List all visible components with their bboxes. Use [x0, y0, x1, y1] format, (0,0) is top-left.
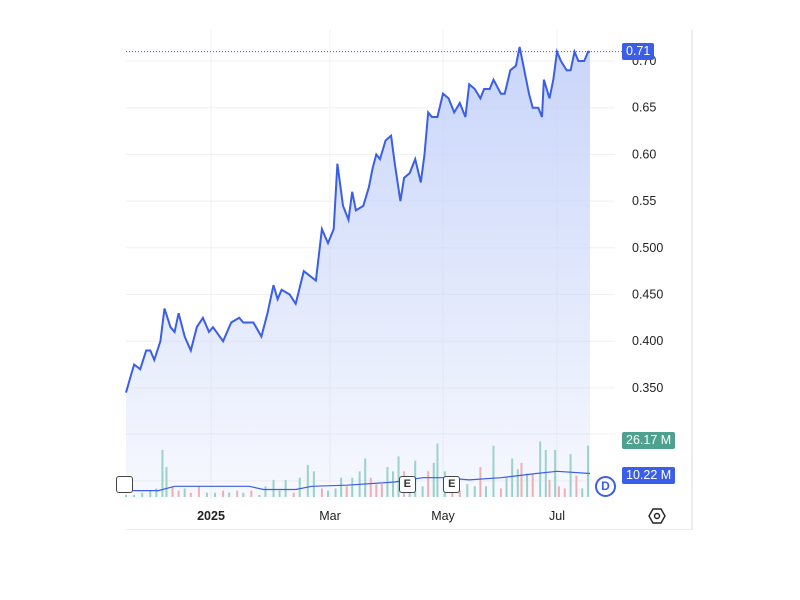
- y-tick-label: 0.60: [632, 147, 656, 161]
- x-tick-label: Mar: [319, 509, 341, 523]
- chart-border-bottom: [126, 529, 692, 530]
- x-tick-label: Jul: [549, 509, 565, 523]
- chart-border-right: [691, 30, 693, 530]
- x-tick-label: 2025: [197, 509, 225, 523]
- y-tick-label: 0.500: [632, 241, 663, 255]
- y-tick-label: 0.450: [632, 288, 663, 302]
- y-tick-label: 0.400: [632, 334, 663, 348]
- event-marker-partial[interactable]: [116, 476, 133, 493]
- settings-icon[interactable]: [648, 507, 666, 525]
- earnings-event-marker[interactable]: E: [443, 476, 461, 493]
- earnings-event-marker[interactable]: E: [398, 476, 416, 493]
- volume-badge: 26.17 M: [622, 432, 676, 449]
- volume-ma-badge: 10.22 M: [622, 467, 676, 484]
- price-line: [125, 46, 590, 393]
- interval-badge[interactable]: D: [595, 476, 616, 497]
- x-axis: 2025 Mar May Jul: [197, 509, 565, 523]
- last-price-badge: 0.71: [622, 43, 655, 60]
- volume-ma-line: [126, 470, 591, 492]
- x-tick-label: May: [431, 509, 455, 523]
- y-tick-label: 0.350: [632, 381, 663, 395]
- y-tick-label: 0.65: [632, 101, 656, 115]
- y-tick-label: 0.55: [632, 194, 656, 208]
- price-area-fill: [126, 47, 590, 497]
